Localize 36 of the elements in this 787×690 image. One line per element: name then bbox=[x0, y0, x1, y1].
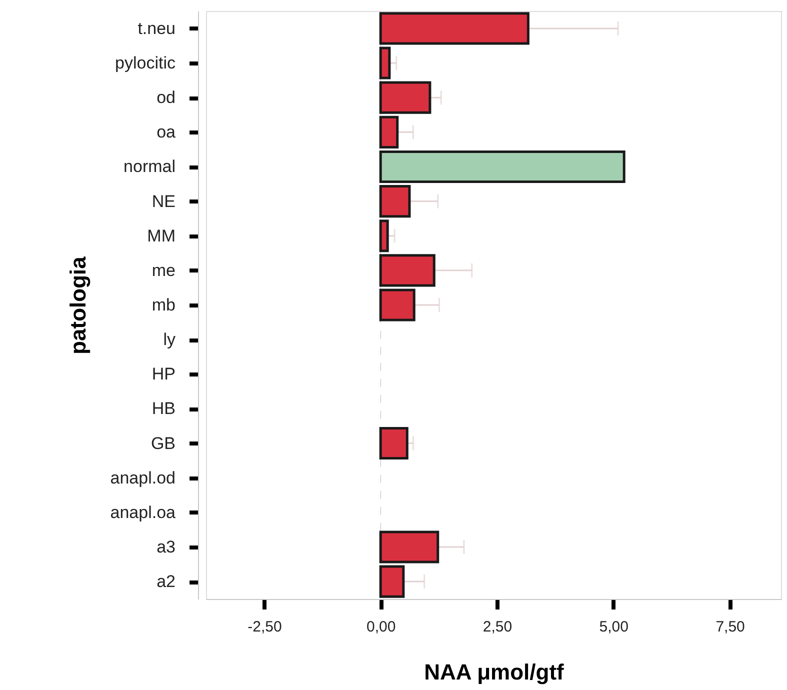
bar bbox=[379, 426, 408, 460]
bar bbox=[379, 116, 399, 148]
y-tick-label: ly bbox=[163, 330, 176, 350]
y-tick-label: GB bbox=[150, 434, 176, 453]
y-tick-label: anapl.od bbox=[110, 468, 176, 488]
x-tick-label: 5,00 bbox=[599, 618, 628, 636]
bar bbox=[379, 254, 436, 287]
bar bbox=[379, 185, 411, 218]
y-tick-label: HB bbox=[152, 399, 176, 418]
bar bbox=[379, 288, 416, 322]
bar bbox=[379, 220, 389, 252]
bar bbox=[379, 530, 440, 564]
y-tick-label: od bbox=[156, 88, 176, 108]
y-tick-label: a3 bbox=[156, 537, 176, 556]
y-tick-label: me bbox=[152, 260, 176, 280]
y-tick-label: normal bbox=[124, 157, 176, 176]
bar bbox=[379, 46, 391, 80]
y-axis-title: patologia bbox=[65, 256, 90, 354]
bar bbox=[379, 81, 432, 114]
y-tick-label: NE bbox=[152, 192, 176, 211]
y-tick-label: oa bbox=[156, 122, 176, 142]
y-tick-label: t.neu bbox=[138, 18, 176, 38]
y-tick-label: mb bbox=[152, 296, 176, 314]
y-tick-label: a2 bbox=[156, 572, 176, 592]
x-axis-title: NAA μmol/gtf bbox=[424, 660, 565, 684]
y-tick-label: MM bbox=[147, 226, 176, 246]
x-tick-label: 7,50 bbox=[716, 618, 745, 636]
x-tick-label: -2,50 bbox=[248, 618, 282, 636]
bar bbox=[379, 12, 530, 45]
y-tick-label: anapl.oa bbox=[110, 502, 176, 522]
y-tick-label: pylocitic bbox=[115, 54, 176, 73]
x-tick-label: 2,50 bbox=[482, 618, 512, 636]
bar bbox=[379, 565, 405, 598]
y-tick-label: HP bbox=[152, 364, 176, 384]
bar bbox=[379, 150, 626, 184]
x-tick-label: 0,00 bbox=[366, 618, 396, 636]
